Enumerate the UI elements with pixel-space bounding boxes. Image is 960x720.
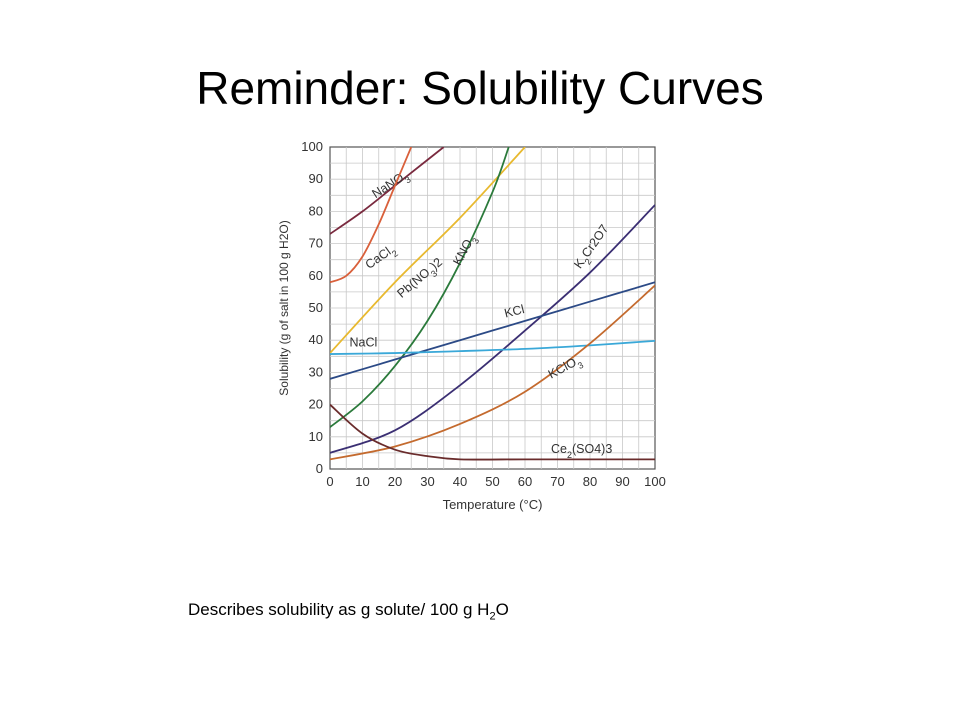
series-label-subscript: 3	[576, 360, 585, 371]
x-tick-label: 10	[355, 474, 369, 489]
series-line-ce2so43	[330, 403, 655, 461]
y-tick-label: 30	[309, 364, 323, 379]
y-tick-label: 50	[309, 300, 323, 315]
x-tick-label: 0	[326, 474, 333, 489]
x-tick-label: 40	[453, 474, 467, 489]
series-label-subscript: 2	[567, 450, 572, 460]
caption-subscript: 2	[489, 610, 496, 623]
y-tick-label: 60	[309, 268, 323, 283]
series-label-ce2so43: Ce2(SO4)3	[551, 442, 612, 460]
y-axis-label: Solubility (g of salt in 100 g H2O)	[277, 220, 291, 395]
x-tick-label: 50	[485, 474, 499, 489]
x-axis-label: Temperature (°C)	[443, 497, 543, 512]
y-tick-label: 70	[309, 236, 323, 251]
y-tick-label: 90	[309, 171, 323, 186]
series-label-nacl: NaCl	[350, 336, 378, 350]
series-label-subscript: 2	[583, 257, 594, 267]
series-label-main: NaCl	[350, 336, 378, 350]
series-label-subscript: 3	[403, 174, 413, 185]
series-line-k2cr2o7	[330, 204, 655, 454]
series-label-subscript: 3	[429, 268, 439, 279]
x-tick-label: 60	[518, 474, 532, 489]
series-label-main: KCl	[503, 302, 526, 320]
series-label-subscript: 2	[390, 248, 400, 259]
x-tick-label: 20	[388, 474, 402, 489]
x-tick-label: 30	[420, 474, 434, 489]
solubility-chart: 0 10 20 30 40 50 60 70 80 90 100 0 10 20 30 40 50 60 70 80 9…	[277, 139, 666, 512]
series-label-end: (SO4)3	[572, 442, 612, 456]
series-label-kcl: KCl	[503, 302, 526, 320]
x-tick-label: 90	[615, 474, 629, 489]
y-tick-label: 80	[309, 203, 323, 218]
x-tick-label: 100	[644, 474, 666, 489]
series-line-nacl	[330, 339, 655, 355]
y-tick-label: 20	[309, 397, 323, 412]
y-tick-label: 40	[309, 332, 323, 347]
series-line-kcl	[330, 281, 655, 380]
x-tick-label: 80	[583, 474, 597, 489]
series-line-pbno32	[330, 147, 526, 354]
y-tick-label: 10	[309, 429, 323, 444]
series-label-subscript: 3	[470, 236, 481, 245]
y-tick-label: 100	[301, 139, 323, 154]
caption-text: Describes solubility as g solute/ 100 g …	[188, 600, 490, 619]
caption-end: O	[495, 600, 509, 619]
series-label-main: Ce	[551, 442, 567, 456]
caption: Describes solubility as g solute/ 100 g …	[188, 600, 509, 622]
series-line-cacl2	[330, 147, 413, 284]
y-tick-label: 0	[316, 461, 323, 476]
slide-title: Reminder: Solubility Curves	[196, 62, 764, 114]
series-line-kno3	[330, 147, 510, 428]
x-tick-label: 70	[550, 474, 564, 489]
